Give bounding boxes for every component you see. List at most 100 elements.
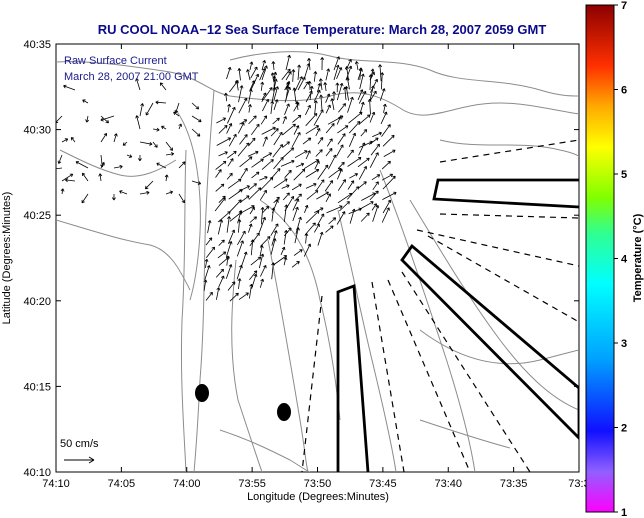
current-arrow: [135, 78, 141, 91]
current-arrow: [369, 85, 375, 101]
current-arrow: [238, 85, 244, 103]
current-arrow: [316, 191, 329, 200]
current-arrow: [284, 103, 290, 115]
current-arrow: [325, 68, 331, 81]
current-arrow: [283, 256, 288, 266]
current-arrow: [215, 183, 225, 192]
current-arrow: [262, 152, 273, 159]
current-arrow: [227, 103, 231, 113]
colorbar-tick-label: 2: [621, 423, 627, 435]
current-arrow: [82, 172, 89, 182]
current-arrow: [381, 124, 391, 137]
current-arrow: [238, 292, 249, 300]
current-arrow: [317, 164, 329, 180]
current-arrow: [325, 93, 331, 103]
current-arrow: [358, 142, 366, 156]
current-arrow: [237, 122, 245, 134]
current-arrow: [248, 187, 262, 200]
current-arrow: [249, 216, 257, 223]
y-tick-label: 40:30: [23, 125, 51, 137]
x-tick-label: 74:05: [108, 478, 136, 490]
current-arrow: [215, 169, 222, 178]
current-arrow: [261, 92, 267, 101]
current-arrow: [292, 206, 299, 222]
current-arrow: [100, 132, 107, 143]
current-arrow: [226, 150, 237, 159]
current-arrow: [315, 149, 323, 157]
current-arrow: [303, 243, 312, 257]
current-arrow: [337, 125, 349, 134]
current-arrow: [207, 220, 212, 234]
current-arrow: [297, 64, 302, 81]
current-arrow: [261, 59, 266, 71]
current-arrow: [380, 72, 385, 90]
contour-estuary: [175, 109, 201, 301]
current-arrow: [259, 176, 268, 181]
current-arrow: [228, 133, 237, 147]
current-arrow: [205, 291, 213, 301]
y-tick-label: 40:10: [23, 467, 51, 479]
current-arrow: [359, 101, 365, 114]
x-tick-label: 73:35: [500, 478, 528, 490]
current-arrow: [316, 179, 325, 191]
current-arrow: [306, 190, 319, 200]
colorbar-tick-label: 6: [621, 85, 627, 97]
current-arrow: [100, 115, 109, 124]
current-arrow: [258, 253, 265, 269]
current-arrow: [283, 204, 289, 223]
current-arrow: [368, 74, 373, 91]
current-arrow: [191, 102, 200, 110]
current-arrow: [282, 141, 290, 148]
current-arrow: [237, 278, 242, 290]
current-arrow: [270, 238, 277, 255]
current-arrow: [215, 268, 224, 278]
current-arrow: [317, 213, 325, 226]
current-arrow: [283, 229, 288, 245]
current-arrow: [338, 103, 346, 113]
contour-shelf-1: [180, 149, 187, 472]
colorbar-tick-label: 7: [621, 0, 627, 12]
current-arrow: [216, 117, 227, 124]
current-arrow: [260, 177, 274, 191]
current-arrow: [292, 87, 297, 103]
x-tick-label: 74:00: [173, 478, 201, 490]
current-arrow: [236, 240, 244, 257]
current-arrow: [349, 173, 359, 179]
current-arrow: [345, 65, 353, 81]
current-arrow: [378, 64, 383, 82]
contour-shelf-2: [231, 259, 263, 472]
current-arrow: [259, 278, 265, 288]
current-arrow: [173, 111, 180, 117]
colorbar-tick-label: 1: [621, 507, 627, 518]
current-arrow: [250, 66, 258, 79]
legend-line2: March 28, 2007 21:00 GMT: [64, 71, 199, 83]
current-arrow: [156, 162, 167, 169]
current-arrow: [285, 71, 292, 81]
current-arrow: [291, 261, 300, 268]
current-arrow: [272, 75, 277, 91]
current-arrow: [347, 186, 360, 200]
current-arrow: [284, 169, 292, 178]
current-arrow: [325, 193, 331, 202]
contour-raritan: [56, 219, 191, 291]
current-arrow: [337, 179, 346, 191]
current-arrow: [61, 138, 69, 143]
current-arrow: [137, 154, 142, 162]
current-arrow: [100, 115, 115, 122]
contour-east-3: [419, 329, 579, 365]
current-arrow: [227, 106, 236, 124]
current-arrow: [347, 96, 354, 113]
current-arrow: [240, 167, 248, 179]
current-arrow: [382, 175, 396, 190]
current-arrow: [165, 141, 173, 151]
current-arrow: [369, 90, 377, 102]
current-arrow: [273, 157, 284, 170]
legend-line1: Raw Surface Current: [64, 55, 167, 67]
current-arrow: [294, 150, 308, 159]
current-arrow: [293, 125, 300, 135]
current-arrow: [65, 178, 76, 183]
current-arrow: [164, 174, 169, 182]
current-arrow: [216, 287, 221, 300]
current-arrow: [336, 82, 344, 101]
current-arrow: [165, 190, 174, 195]
